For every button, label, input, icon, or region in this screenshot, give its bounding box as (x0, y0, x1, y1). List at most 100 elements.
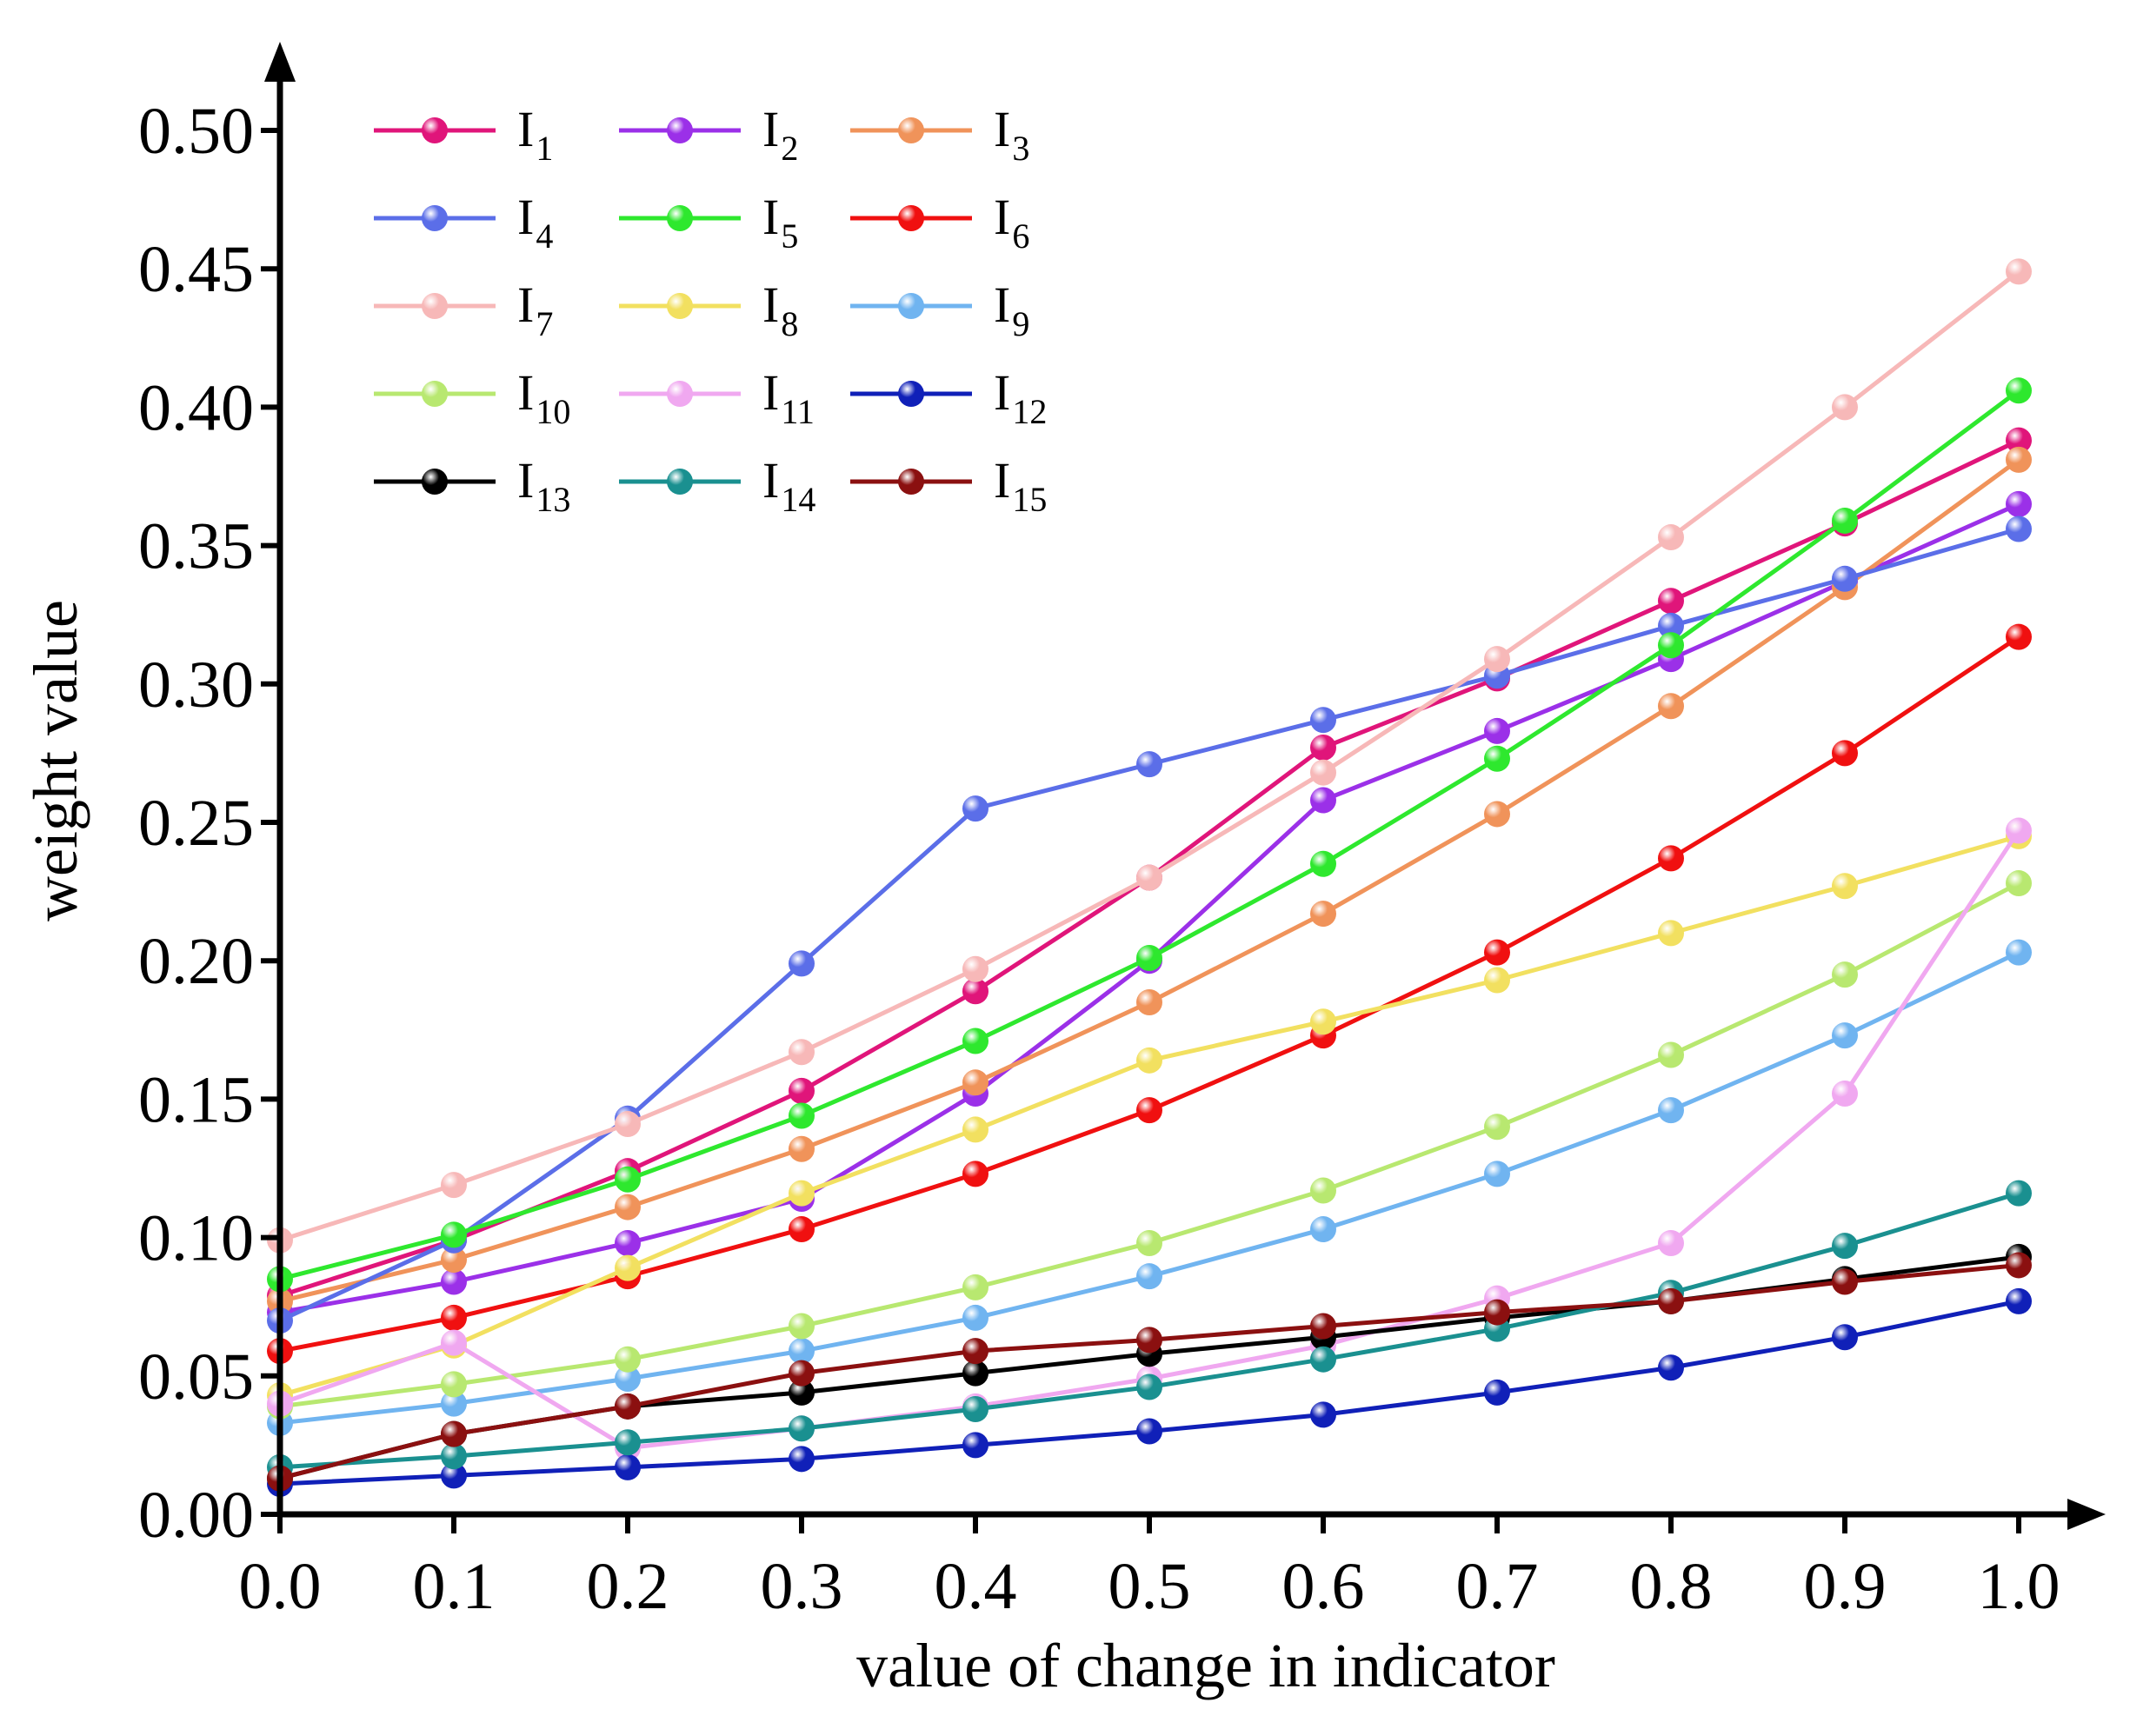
data-point (1658, 1229, 1684, 1256)
data-point (2006, 817, 2032, 844)
data-point (2006, 446, 2032, 473)
data-point (1658, 1041, 1684, 1068)
series-I3 (267, 446, 2032, 1314)
data-point (962, 1069, 988, 1096)
data-point (789, 1379, 815, 1406)
legend-label: I14 (762, 452, 815, 519)
data-point (962, 1304, 988, 1331)
data-point (962, 1360, 988, 1387)
x-tick-label: 0.3 (761, 1550, 843, 1623)
data-point (1310, 1313, 1336, 1340)
legend-item-I9: I9 (850, 276, 1029, 343)
data-point (1832, 1268, 1858, 1295)
data-point (1484, 646, 1510, 673)
data-point (1658, 1097, 1684, 1124)
data-point (441, 1172, 467, 1199)
data-point (615, 1346, 641, 1373)
data-point (1658, 920, 1684, 947)
data-point (2006, 377, 2032, 404)
legend-label: I2 (762, 101, 798, 168)
data-point (962, 978, 988, 1005)
data-point (2006, 623, 2032, 650)
y-tick-label: 0.30 (138, 649, 254, 722)
data-point (962, 955, 988, 982)
data-point (1658, 588, 1684, 615)
data-point (1136, 1418, 1162, 1445)
legend-label: I1 (517, 101, 553, 168)
data-point (615, 1429, 641, 1456)
data-point (615, 1229, 641, 1256)
data-point (441, 1443, 467, 1470)
data-point (615, 1166, 641, 1193)
data-point (2006, 490, 2032, 517)
x-axis-arrow (2067, 1499, 2106, 1530)
data-point (789, 1135, 815, 1162)
data-point (1832, 1233, 1858, 1260)
data-point (1832, 507, 1858, 534)
legend-label: I9 (994, 276, 1029, 343)
legend-label: I15 (994, 452, 1047, 519)
y-tick-label: 0.45 (138, 233, 254, 306)
y-tick-label: 0.35 (138, 510, 254, 583)
x-tick-label: 0.1 (413, 1550, 496, 1623)
data-point (962, 1116, 988, 1143)
data-point (789, 1415, 815, 1442)
data-point (1136, 1047, 1162, 1074)
series-I10 (267, 870, 2032, 1420)
legend-marker (422, 381, 448, 407)
data-point (789, 1216, 815, 1243)
x-tick-label: 0.9 (1804, 1550, 1887, 1623)
legend-label: I10 (517, 364, 570, 431)
series-I7 (267, 258, 2032, 1254)
legend-item-I14: I14 (619, 452, 815, 519)
y-tick-label: 0.20 (138, 925, 254, 998)
legend-item-I4: I4 (374, 189, 553, 256)
data-point (441, 1247, 467, 1274)
data-point (789, 1039, 815, 1066)
legend-item-I8: I8 (619, 276, 798, 343)
series-I15 (267, 1252, 2032, 1492)
data-point (615, 1365, 641, 1392)
data-point (1310, 759, 1336, 786)
data-point (1832, 394, 1858, 421)
series-I4 (267, 515, 2032, 1334)
data-point (1310, 850, 1336, 877)
legend-label: I12 (994, 364, 1047, 431)
legend-label: I4 (517, 189, 553, 256)
x-tick-label: 0.7 (1456, 1550, 1539, 1623)
data-point (962, 1338, 988, 1365)
y-tick-label: 0.00 (138, 1479, 254, 1552)
data-point (789, 1338, 815, 1365)
data-point (1658, 1354, 1684, 1381)
data-point (1658, 693, 1684, 720)
data-point (962, 1396, 988, 1423)
data-point (789, 1313, 815, 1340)
axes-layer: 0.00 0.05 0.10 0.15 0.20 0.25 0.30 0.35 0.40 0.45… (138, 42, 2106, 1623)
legend-item-I6: I6 (850, 189, 1029, 256)
legend-marker (667, 381, 693, 407)
x-tick-label: 0.4 (935, 1550, 1017, 1623)
data-point (441, 1304, 467, 1331)
x-axis-title: value of change in indicator (856, 1631, 1555, 1700)
legend-marker (422, 117, 448, 143)
y-tick-label: 0.05 (138, 1340, 254, 1413)
data-point (441, 1420, 467, 1447)
data-point (2006, 1180, 2032, 1207)
data-point (2006, 427, 2032, 454)
legend-label: I3 (994, 101, 1029, 168)
data-point (1136, 751, 1162, 778)
legend-marker (898, 117, 924, 143)
data-point (1832, 1324, 1858, 1351)
data-point (1310, 787, 1336, 814)
series-I12 (267, 1287, 2032, 1497)
y-axis-arrow (264, 42, 296, 82)
legend-marker (667, 117, 693, 143)
data-point (1658, 1287, 1684, 1314)
data-point (1658, 612, 1684, 639)
data-point (1136, 1327, 1162, 1354)
legend-item-I1: I1 (374, 101, 553, 168)
legend-item-I13: I13 (374, 452, 570, 519)
legend-marker (422, 469, 448, 495)
